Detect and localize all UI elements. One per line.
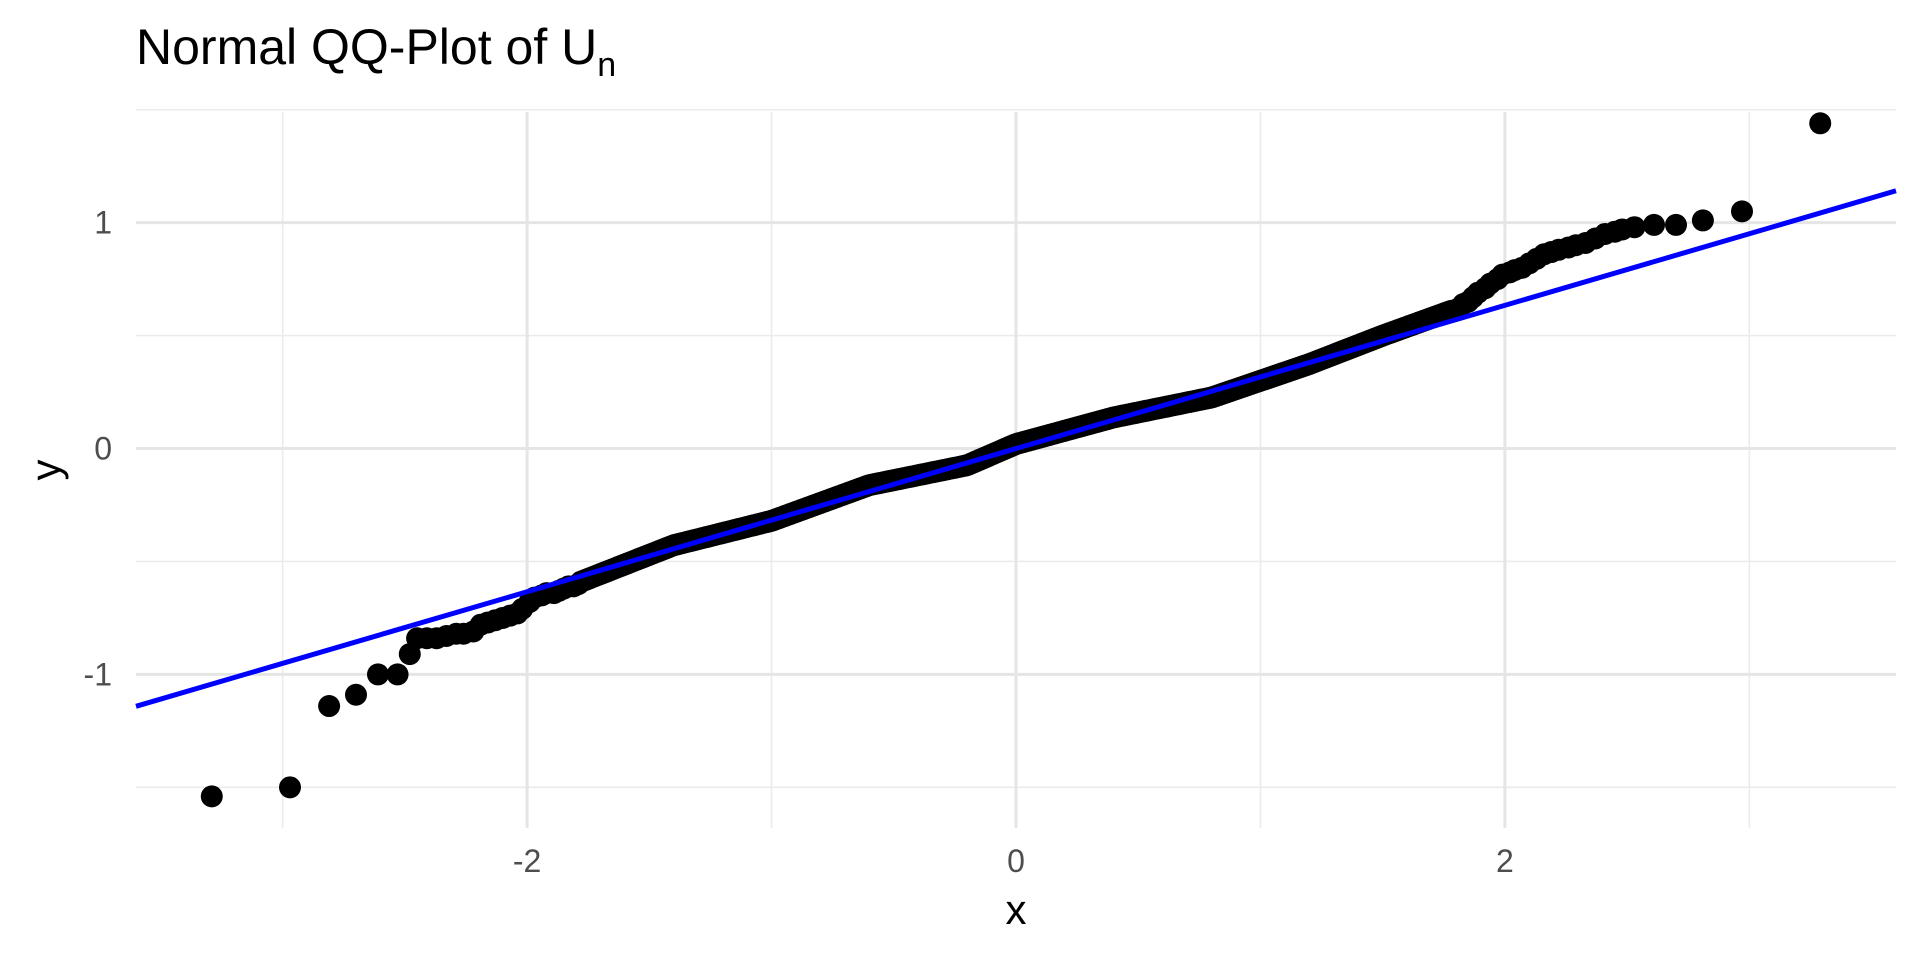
qq-reference-line bbox=[135, 188, 1897, 709]
qq-point bbox=[200, 785, 223, 808]
chart-title-subscript: n bbox=[597, 46, 616, 84]
qq-point bbox=[386, 663, 409, 686]
qq-point bbox=[279, 776, 301, 799]
qq-point bbox=[318, 695, 341, 718]
x-tick-label: -2 bbox=[513, 843, 541, 879]
x-tick-label: 0 bbox=[1007, 843, 1025, 879]
qq-point bbox=[367, 663, 389, 686]
qq-point bbox=[1731, 200, 1753, 223]
y-tick-labels: -1 0 1 bbox=[84, 205, 112, 693]
qq-point bbox=[1665, 213, 1687, 236]
y-tick-label: -1 bbox=[84, 656, 112, 692]
qq-point bbox=[1643, 213, 1665, 236]
chart-title-main: Normal QQ-Plot of U bbox=[136, 19, 597, 75]
qq-point bbox=[1809, 112, 1832, 135]
x-tick-label: 2 bbox=[1496, 843, 1514, 879]
x-axis-title: x bbox=[1006, 886, 1027, 933]
x-tick-labels: -2 0 2 bbox=[513, 843, 1514, 879]
y-tick-label: 0 bbox=[94, 431, 112, 467]
y-tick-label: 1 bbox=[94, 205, 112, 241]
y-axis-title: y bbox=[22, 460, 69, 481]
reference-line-layer bbox=[135, 188, 1897, 709]
qq-point bbox=[345, 683, 367, 706]
qq-point bbox=[1623, 216, 1646, 239]
qq-point bbox=[1691, 209, 1714, 232]
chart-title: Normal QQ-Plot of Un bbox=[136, 19, 616, 84]
